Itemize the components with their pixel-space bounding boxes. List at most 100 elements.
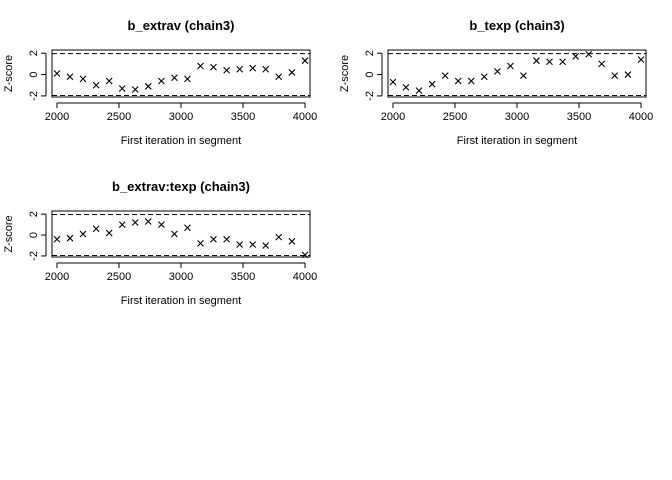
data-point-stroke bbox=[288, 69, 296, 76]
data-point-stroke bbox=[262, 242, 270, 249]
x-tick-label: 3000 bbox=[169, 111, 193, 123]
data-point bbox=[559, 58, 567, 66]
data-point-stroke bbox=[105, 229, 113, 237]
data-point bbox=[301, 251, 309, 259]
y-tick-label: 0 bbox=[28, 232, 40, 238]
data-point bbox=[223, 235, 231, 243]
x-tick-label: 2500 bbox=[107, 111, 131, 123]
data-point-stroke bbox=[585, 50, 593, 58]
data-point bbox=[210, 235, 217, 243]
data-point bbox=[249, 64, 257, 72]
data-point-stroke bbox=[249, 64, 257, 72]
data-point bbox=[288, 69, 296, 76]
data-point bbox=[467, 77, 475, 85]
data-point-stroke bbox=[223, 66, 231, 74]
data-point bbox=[480, 73, 488, 81]
data-point bbox=[275, 73, 283, 81]
data-point-stroke bbox=[236, 65, 244, 73]
data-point-stroke bbox=[262, 65, 270, 73]
data-point bbox=[275, 233, 283, 241]
data-point-stroke bbox=[171, 74, 178, 82]
data-point-stroke bbox=[118, 221, 126, 228]
y-axis-label: Z-score bbox=[339, 55, 351, 92]
data-point-stroke bbox=[184, 75, 191, 83]
x-tick-label: 2000 bbox=[381, 111, 405, 123]
data-point bbox=[66, 73, 74, 81]
data-point bbox=[118, 221, 126, 228]
x-tick-label: 4000 bbox=[293, 111, 317, 123]
data-point-stroke bbox=[428, 80, 436, 88]
panel-title: b_extrav (chain3) bbox=[128, 18, 235, 33]
x-tick-label: 4000 bbox=[293, 271, 317, 283]
data-point bbox=[236, 241, 244, 248]
data-point bbox=[236, 65, 244, 73]
data-point bbox=[171, 74, 178, 82]
data-point bbox=[53, 235, 61, 243]
data-point-stroke bbox=[275, 73, 283, 81]
data-point bbox=[92, 81, 100, 89]
x-tick-label: 4000 bbox=[629, 111, 653, 123]
x-tick-label: 3500 bbox=[231, 271, 255, 283]
data-point-stroke bbox=[288, 237, 296, 245]
data-point bbox=[572, 53, 580, 60]
data-point bbox=[131, 219, 139, 226]
data-point-stroke bbox=[184, 224, 191, 232]
data-point bbox=[53, 70, 61, 77]
data-point bbox=[197, 62, 204, 70]
panel-b-extrav-texp: b_extrav:texp (chain3) First iteration i… bbox=[3, 179, 317, 307]
data-point-stroke bbox=[572, 53, 580, 60]
data-point-stroke bbox=[275, 233, 283, 241]
data-point-stroke bbox=[301, 251, 309, 259]
panel-b-texp: b_texp (chain3) First iteration in segme… bbox=[339, 18, 653, 147]
y-tick-label: -2 bbox=[28, 251, 40, 261]
data-point-stroke bbox=[66, 73, 74, 81]
x-tick-label: 2500 bbox=[443, 111, 467, 123]
y-tick-label: 2 bbox=[28, 211, 40, 217]
data-point-stroke bbox=[389, 78, 397, 86]
data-point bbox=[158, 221, 165, 228]
data-point bbox=[598, 60, 606, 68]
data-point-stroke bbox=[624, 71, 632, 78]
data-point-stroke bbox=[92, 225, 100, 233]
data-point bbox=[611, 72, 619, 80]
data-point-stroke bbox=[197, 240, 204, 247]
data-point-stroke bbox=[92, 81, 100, 89]
data-point-stroke bbox=[158, 77, 165, 85]
data-point-stroke bbox=[441, 72, 449, 80]
data-point bbox=[288, 237, 296, 245]
panel-b-extrav: b_extrav (chain3) First iteration in seg… bbox=[3, 18, 317, 147]
data-point-stroke bbox=[402, 83, 410, 91]
plot-frame bbox=[387, 49, 647, 98]
x-tick-label: 3500 bbox=[231, 111, 255, 123]
data-point-stroke bbox=[144, 218, 152, 225]
data-point-stroke bbox=[415, 87, 423, 94]
data-point bbox=[533, 57, 540, 65]
data-point-stroke bbox=[118, 85, 126, 92]
data-point bbox=[546, 58, 553, 66]
data-point-stroke bbox=[131, 219, 139, 226]
y-axis-label: Z-score bbox=[3, 55, 15, 92]
data-point bbox=[389, 78, 397, 86]
data-point-stroke bbox=[53, 70, 61, 77]
data-point bbox=[402, 83, 410, 91]
data-point bbox=[105, 77, 113, 85]
data-point bbox=[158, 77, 165, 85]
data-point-stroke bbox=[546, 58, 553, 66]
data-point bbox=[301, 57, 309, 65]
data-point bbox=[66, 234, 74, 242]
data-point-stroke bbox=[79, 230, 87, 238]
data-point bbox=[624, 71, 632, 78]
data-point bbox=[262, 65, 270, 73]
data-point-stroke bbox=[520, 72, 527, 80]
x-tick-label: 2000 bbox=[45, 271, 69, 283]
panel-title: b_extrav:texp (chain3) bbox=[112, 179, 250, 194]
data-point-stroke bbox=[533, 57, 540, 65]
y-tick-label: 2 bbox=[364, 50, 376, 56]
data-point bbox=[210, 63, 217, 71]
data-point-stroke bbox=[507, 62, 514, 70]
data-point bbox=[585, 50, 593, 58]
data-point bbox=[520, 72, 527, 80]
data-point-stroke bbox=[197, 62, 204, 70]
x-axis-label: First iteration in segment bbox=[121, 295, 241, 307]
